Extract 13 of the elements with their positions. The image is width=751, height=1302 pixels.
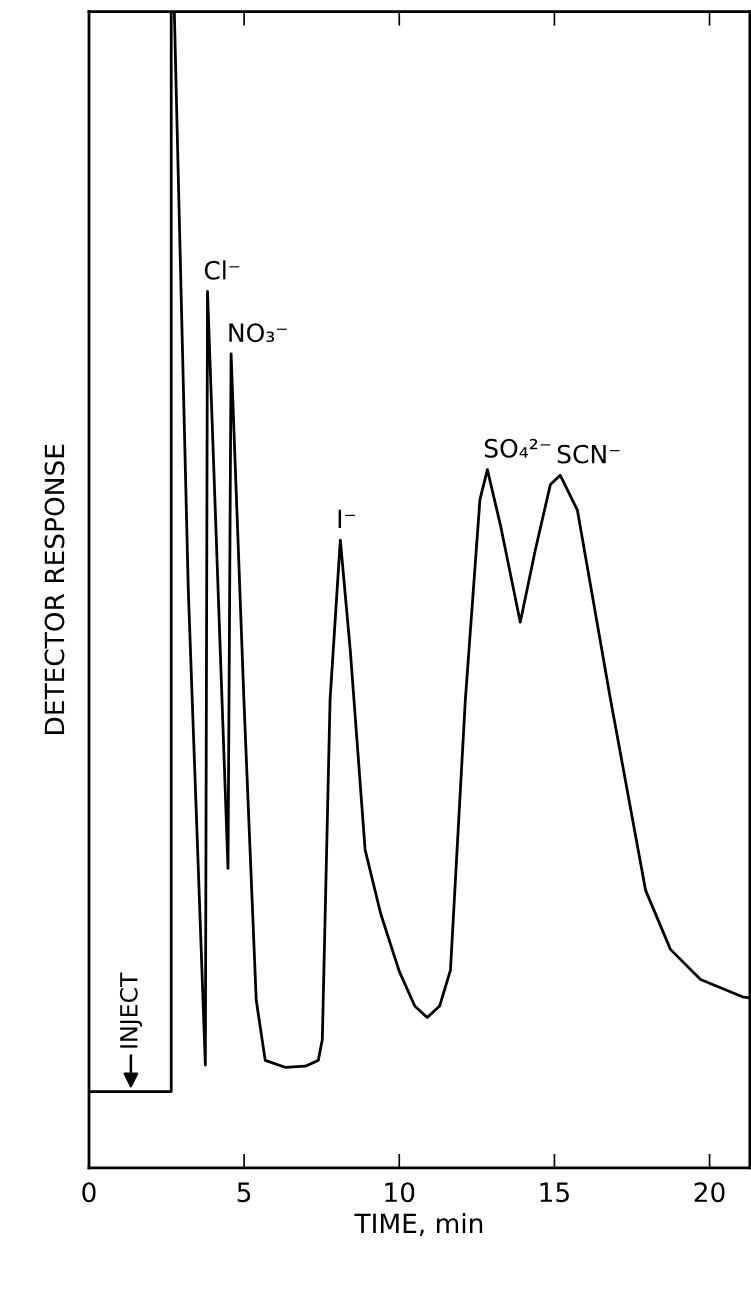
x-tick-label: 5 — [237, 1182, 251, 1203]
annotation: Cl⁻ — [204, 260, 240, 280]
y-axis-title: DETECTOR RESPONSE — [44, 444, 65, 734]
annotation: I⁻ — [338, 509, 356, 528]
annotation: SCN⁻ — [557, 444, 620, 464]
x-axis-title: TIME, min — [354, 1212, 483, 1236]
x-tick-label: 20 — [694, 1182, 725, 1203]
x-tick-label: 0 — [82, 1182, 96, 1203]
x-tick-label: 10 — [385, 1182, 415, 1203]
annotation: NO₃⁻ — [229, 323, 287, 343]
annotation: SO₄²⁻ — [484, 438, 551, 458]
annotation: INJECT — [119, 972, 143, 1048]
x-tick-label: 15 — [540, 1182, 569, 1203]
